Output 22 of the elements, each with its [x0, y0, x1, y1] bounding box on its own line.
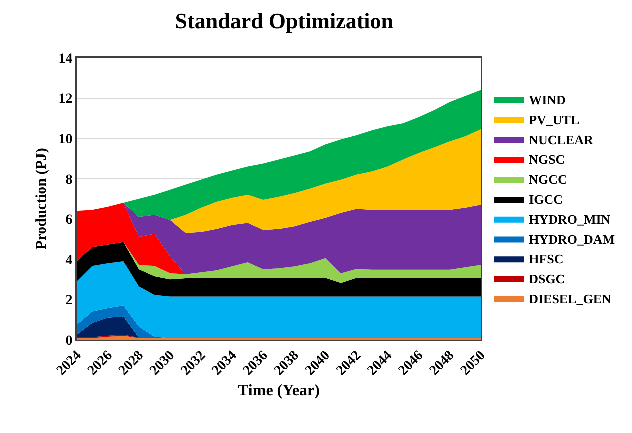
- y-tick-label: 10: [58, 132, 73, 148]
- y-tick-label: 4: [66, 253, 73, 268]
- y-axis-title: Production (PJ): [34, 148, 50, 250]
- x-axis-title: Time (Year): [238, 382, 320, 400]
- legend-label: NGSC: [529, 152, 566, 168]
- legend-label: HYDRO_MIN: [529, 212, 612, 227]
- legend-label: NUCLEAR: [529, 132, 594, 148]
- legend-label: DSGC: [529, 272, 566, 287]
- legend-label: DIESEL_GEN: [529, 292, 612, 307]
- legend-label: HYDRO_DAM: [529, 232, 616, 247]
- chart-title: Standard Optimization: [175, 8, 394, 34]
- y-tick-label: 12: [58, 92, 73, 108]
- y-tick-label: 8: [66, 172, 73, 188]
- y-tick-label: 2: [66, 294, 73, 309]
- y-tick-label: 6: [66, 213, 73, 228]
- legend-label: IGCC: [529, 192, 564, 208]
- legend-label: WIND: [529, 92, 566, 108]
- legend-label: NGCC: [529, 172, 568, 188]
- legend-label: HFSC: [529, 252, 564, 267]
- y-tick-label: 14: [58, 52, 73, 67]
- y-tick-label: 0: [66, 334, 73, 349]
- legend-label: PV_UTL: [529, 112, 580, 128]
